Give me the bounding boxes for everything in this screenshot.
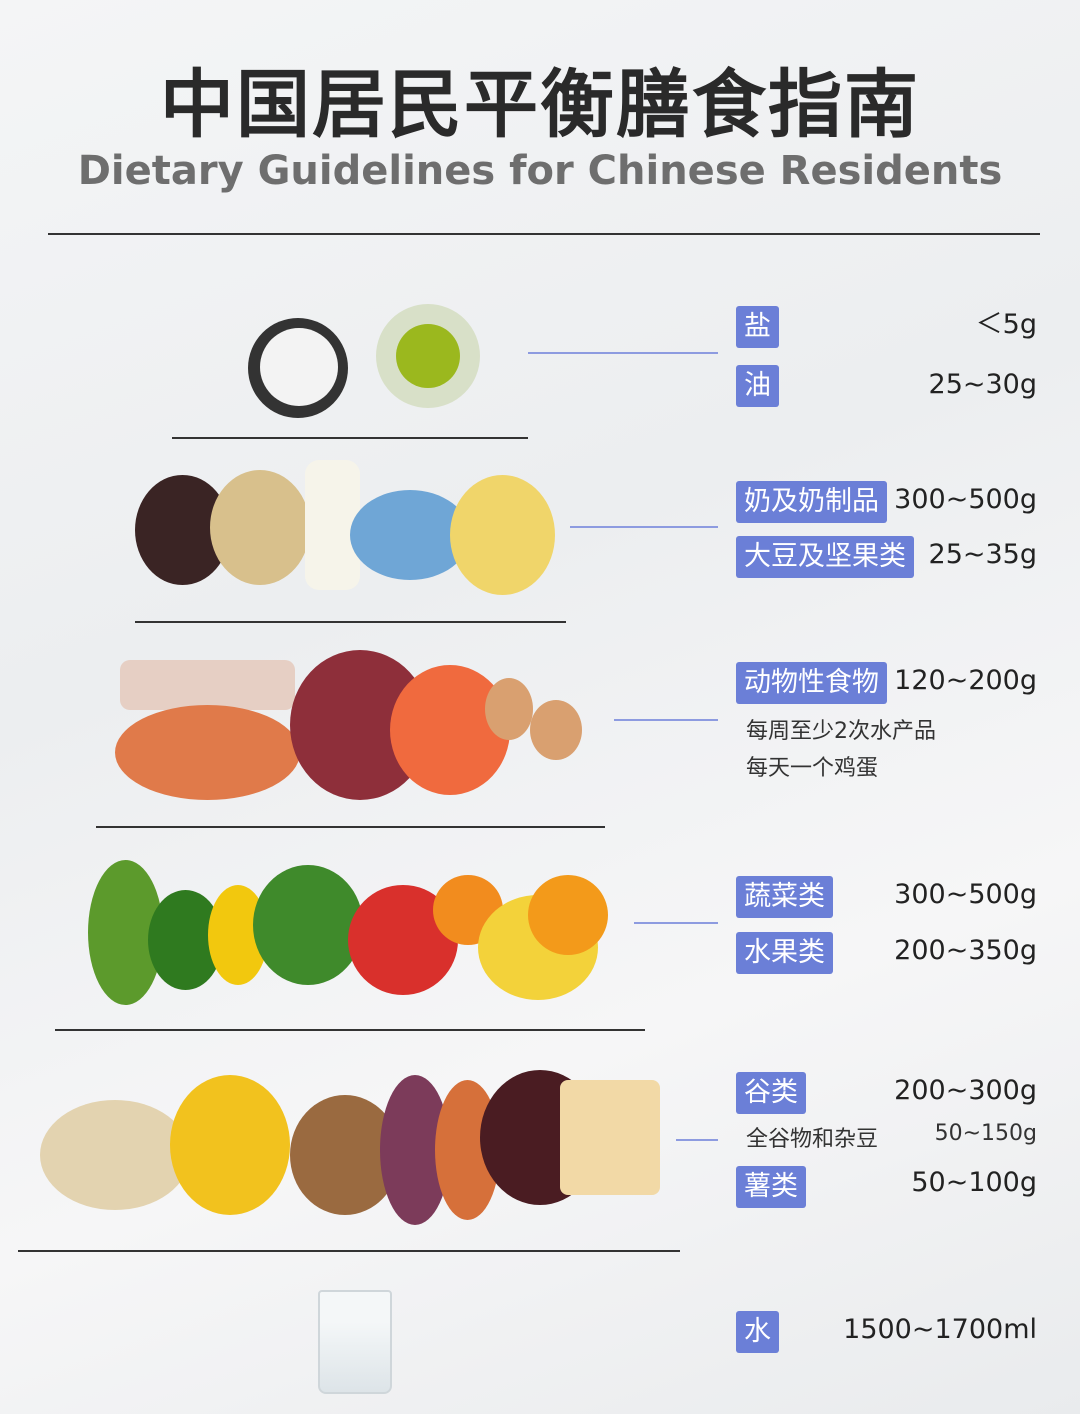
amount-tubers: 50~100g [911, 1167, 1037, 1198]
amount-whole-grains: 50~150g [934, 1121, 1037, 1146]
tier-divider [135, 621, 566, 623]
label-soy-nuts: 大豆及坚果类 [736, 536, 914, 578]
label-dairy: 奶及奶制品 [736, 481, 887, 523]
connector-line [570, 526, 718, 528]
amount-salt: ＜5g [975, 309, 1037, 340]
header-divider [48, 233, 1040, 235]
amount-grains: 200~300g [894, 1075, 1037, 1106]
amount-vegetables: 300~500g [894, 879, 1037, 910]
label-salt: 盐 [736, 306, 779, 348]
label-grains: 谷类 [736, 1072, 806, 1114]
tier-divider [55, 1029, 645, 1031]
label-oil: 油 [736, 365, 779, 407]
vegetables-fruits-image [88, 855, 613, 1005]
connector-line [676, 1139, 718, 1141]
tier-divider [96, 826, 605, 828]
label-tubers: 薯类 [736, 1166, 806, 1208]
tier-divider [172, 437, 528, 439]
animal-food-image [115, 640, 585, 805]
tier-divider [18, 1250, 680, 1252]
dairy-nuts-image [135, 460, 565, 600]
water-glass-image [318, 1290, 392, 1394]
page-subtitle: Dietary Guidelines for Chinese Residents [77, 148, 1003, 194]
connector-line [634, 922, 718, 924]
amount-dairy: 300~500g [894, 484, 1037, 515]
label-vegetables: 蔬菜类 [736, 876, 833, 918]
note-seafood: 每周至少2次水产品 [746, 719, 936, 744]
amount-soy-nuts: 25~35g [928, 539, 1037, 570]
amount-water: 1500~1700ml [843, 1314, 1037, 1345]
amount-fruits: 200~350g [894, 935, 1037, 966]
page-title: 中国居民平衡膳食指南 [160, 62, 920, 148]
label-whole-grains: 全谷物和杂豆 [746, 1127, 879, 1152]
grains-tubers-image [40, 1050, 660, 1225]
label-water: 水 [736, 1311, 779, 1353]
amount-animal-food: 120~200g [894, 665, 1037, 696]
label-animal-food: 动物性食物 [736, 662, 887, 704]
label-fruits: 水果类 [736, 932, 833, 974]
connector-line [528, 352, 718, 354]
amount-oil: 25~30g [928, 369, 1037, 400]
connector-line [614, 719, 718, 721]
salt-oil-image [240, 290, 490, 420]
note-egg: 每天一个鸡蛋 [746, 756, 879, 781]
